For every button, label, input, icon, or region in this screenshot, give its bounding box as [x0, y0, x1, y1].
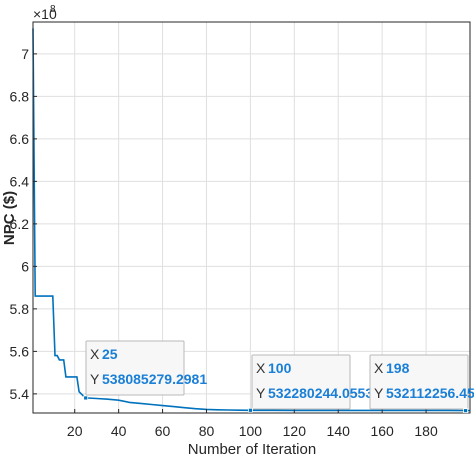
y-tick-label: 6	[21, 258, 29, 274]
y-tick-label: 6.2	[10, 216, 30, 232]
y-tick-label: 6.4	[10, 173, 30, 189]
y-tick-label: 5.8	[10, 301, 30, 317]
y-tick-label: 5.4	[10, 386, 30, 402]
datatip-x-value: 25	[102, 346, 118, 362]
y-exponent-base: ×10	[33, 6, 57, 22]
x-tick-label: 140	[327, 423, 351, 439]
y-axis-label: NPC ($)	[1, 191, 18, 245]
datatip-box	[251, 354, 351, 410]
datatip-x-key: X	[90, 346, 100, 362]
plot-frame	[32, 21, 471, 414]
y-tick-label: 6.8	[10, 88, 30, 104]
series-line	[32, 28, 470, 412]
datatip-y-value: 532280244.0553	[268, 385, 373, 401]
x-tick-label: 160	[370, 423, 394, 439]
datatip-x-value: 198	[386, 360, 410, 376]
datatip-y-key: Y	[90, 371, 100, 387]
datatip-marker	[463, 408, 469, 414]
datatip-y-value: 532112256.4514	[386, 385, 474, 401]
datatip-y-key: Y	[374, 385, 384, 401]
x-tick-label: 60	[155, 423, 171, 439]
y-tick-label: 6.6	[10, 131, 30, 147]
y-tick-label: 7	[21, 46, 29, 62]
y-exponent-power: 8	[50, 4, 56, 15]
datatip-x-value: 100	[268, 360, 292, 376]
datatip-marker	[248, 407, 253, 413]
datatip-box	[369, 354, 469, 410]
x-tick-label: 80	[199, 423, 215, 439]
series-group	[32, 28, 470, 412]
x-axis-label: Number of Iteration	[188, 441, 316, 458]
datatip-y-value: 538085279.2981	[102, 371, 207, 387]
datatip-y-key: Y	[256, 385, 266, 401]
y-tick-label: 5.6	[10, 343, 30, 359]
datatip-box	[85, 340, 185, 396]
ticks-group: 20 40 60 80 100 120 140 160 180 5.4 5.6 5.8 6 6.2 6.4 6…	[10, 46, 438, 439]
x-tick-label: 100	[239, 423, 263, 439]
datatip-x-key: X	[256, 360, 266, 376]
x-tick-label: 20	[67, 423, 83, 439]
x-tick-label: 180	[414, 423, 438, 439]
x-tick-label: 40	[111, 423, 127, 439]
datatip-marker	[83, 395, 89, 401]
x-tick-label: 120	[283, 423, 307, 439]
datatip-x-key: X	[374, 360, 384, 376]
